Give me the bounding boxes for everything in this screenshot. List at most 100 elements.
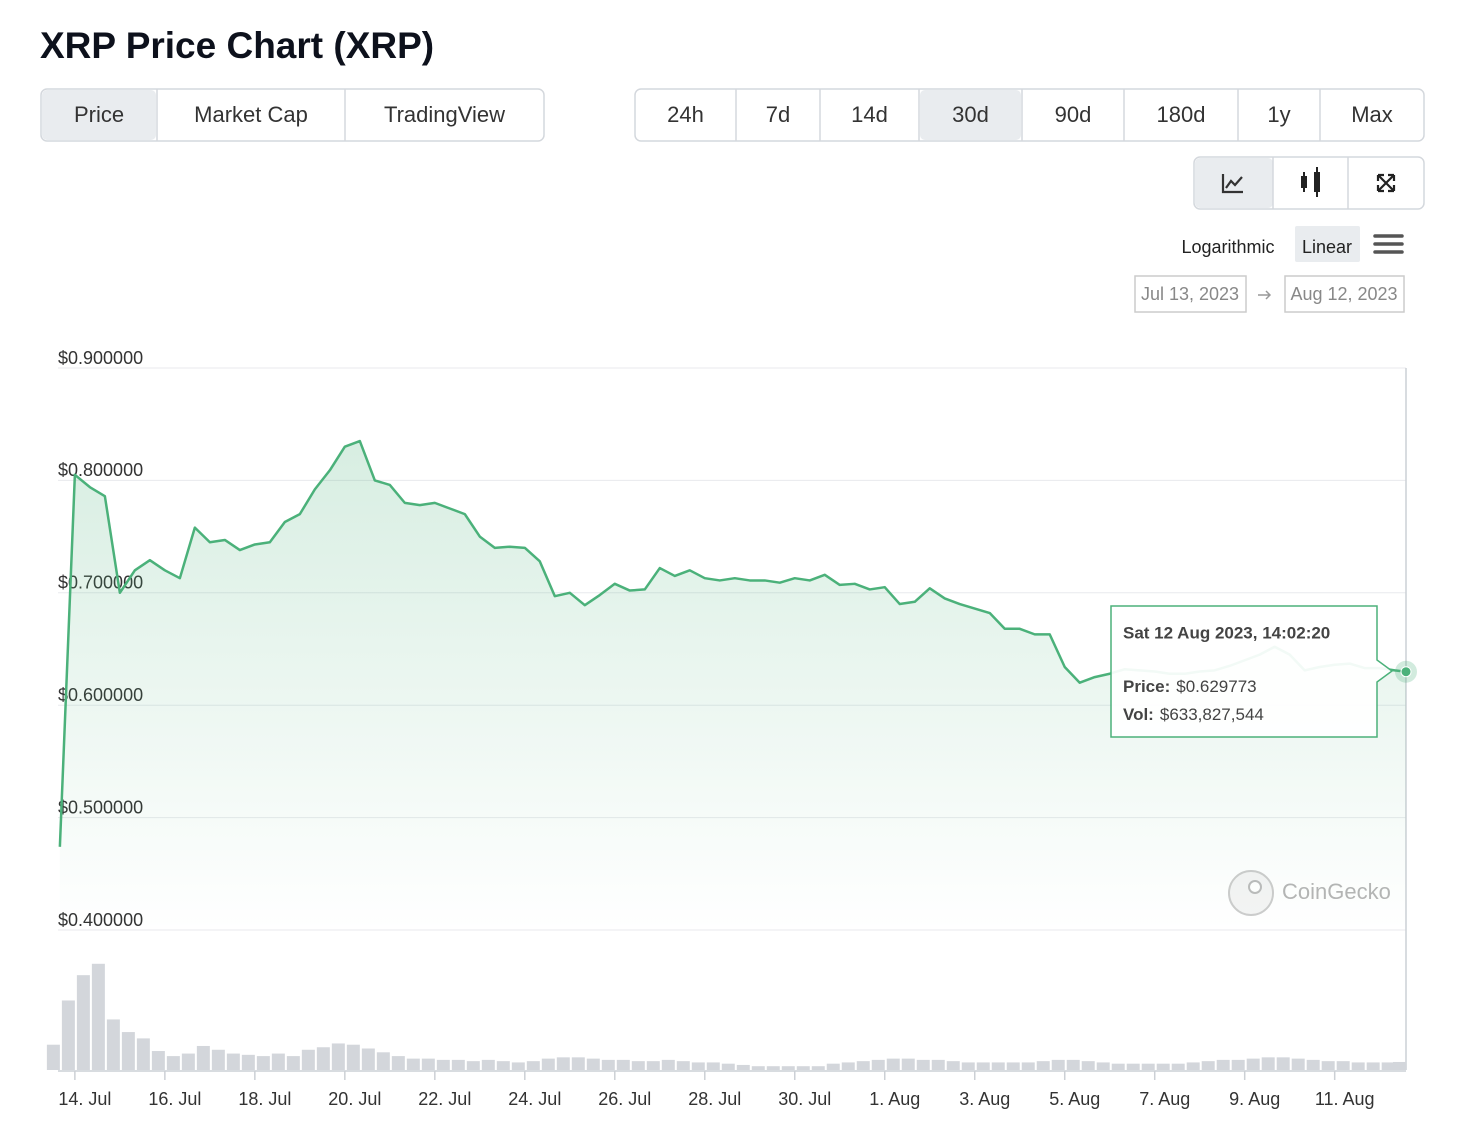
volume-bar [256,1056,270,1070]
volume-bar [451,1059,465,1070]
volume-bar [886,1058,900,1070]
button-label[interactable]: TradingView [384,102,505,127]
button-label[interactable]: Max [1351,102,1393,127]
volume-bar [961,1062,975,1070]
scale-option[interactable]: Logarithmic [1181,237,1274,257]
volume-bar [1096,1062,1110,1070]
volume-bar [511,1062,525,1070]
volume-bar [946,1061,960,1070]
page-title: XRP Price Chart (XRP) [40,25,434,66]
fullscreen-icon[interactable] [1376,173,1396,193]
volume-bar [826,1063,840,1070]
volume-bar [781,1066,795,1070]
date-from: Jul 13, 2023 [1141,284,1239,304]
button-active-bg [920,90,1021,140]
volume-bar [601,1059,615,1070]
line-chart-icon [1221,174,1243,194]
volume-bar [91,963,105,1070]
volume-bar [1381,1062,1395,1070]
button-label[interactable]: 180d [1157,102,1206,127]
volume-bar [376,1052,390,1070]
price-area [59,441,1407,930]
volume-bar [346,1044,360,1070]
volume-bar [751,1066,765,1070]
volume-bar [211,1049,225,1070]
volume-bar [136,1038,150,1070]
volume-bar [1393,1061,1406,1070]
button-label[interactable]: 14d [851,102,888,127]
date-input[interactable] [1134,275,1247,313]
volume-bar [271,1053,285,1070]
volume-bar [466,1061,480,1070]
button-label[interactable]: 7d [766,102,790,127]
volume-bar [736,1064,750,1070]
volume-bar [496,1061,510,1070]
date-input[interactable] [1284,275,1405,313]
x-tick-label: 9. Aug [1229,1089,1280,1109]
volume-bar [1231,1059,1245,1070]
scale-option[interactable]: Linear [1302,237,1352,257]
date-arrow [1258,290,1272,300]
volume-bar [391,1056,405,1070]
volume-bar [46,1044,60,1070]
x-tick-label: 26. Jul [598,1089,651,1109]
volume-bar [1006,1062,1020,1070]
controls: Price Market Cap TradingView 24h 7d 14d 30d 90d… [40,88,1425,904]
volume-bar [796,1066,810,1070]
volume-bar [766,1066,780,1070]
volume-bar [421,1058,435,1070]
button-label[interactable]: 24h [667,102,704,127]
volume-bar [661,1059,675,1070]
volume-bar [1306,1059,1320,1070]
volume-bar [631,1061,645,1070]
date-to: Aug 12, 2023 [1290,284,1397,304]
volume-bar [1336,1061,1350,1070]
x-tick-label: 28. Jul [688,1089,741,1109]
volume-bar [1261,1057,1275,1070]
hover-point [1400,666,1412,678]
volume-bar [181,1053,195,1070]
button-label[interactable]: 30d [952,102,989,127]
x-tick-label: 16. Jul [148,1089,201,1109]
x-tick-label: 11. Aug [1315,1089,1375,1109]
x-tick-label: 5. Aug [1049,1089,1100,1109]
volume-bar [586,1058,600,1070]
volume-bar [1321,1061,1335,1070]
volume-bar [1366,1062,1380,1070]
volume-bar [526,1061,540,1070]
volume-bar [76,975,90,1070]
volume-bar [286,1056,300,1070]
volume-bar [556,1057,570,1070]
volume-bar [1276,1057,1290,1070]
volume-bar [541,1058,555,1070]
button-label[interactable]: 90d [1055,102,1092,127]
volume-bar [331,1043,345,1070]
scale-active-bg [1295,226,1360,262]
button-label[interactable]: 1y [1267,102,1290,127]
menu-icon[interactable] [1373,234,1404,254]
volume-bar [1081,1061,1095,1070]
volume-bar [841,1062,855,1070]
volume-bar [301,1049,315,1070]
volume-bar [646,1061,660,1070]
volume-bar [196,1045,210,1070]
tooltip: Sat 12 Aug 2023, 14:02:20 Price: $0.629773… [1110,605,1394,738]
x-tick-label: 18. Jul [238,1089,291,1109]
volume-bar [1291,1058,1305,1070]
volume-bar [706,1062,720,1070]
volume-bar [721,1063,735,1070]
volume-bar [901,1058,915,1070]
x-tick-label: 14. Jul [58,1089,111,1109]
volume-bar [61,1000,75,1070]
button-label[interactable]: Market Cap [194,102,308,127]
button-active-bg [42,90,156,140]
volume-bar [871,1059,885,1070]
button-label[interactable]: Price [74,102,124,127]
volume-bar [241,1054,255,1070]
volume-bar [931,1059,945,1070]
tooltip-value: $0.629773 [1176,677,1256,696]
button-group [634,88,1425,142]
volume-bar [691,1062,705,1070]
x-tick-label: 1. Aug [869,1089,920,1109]
